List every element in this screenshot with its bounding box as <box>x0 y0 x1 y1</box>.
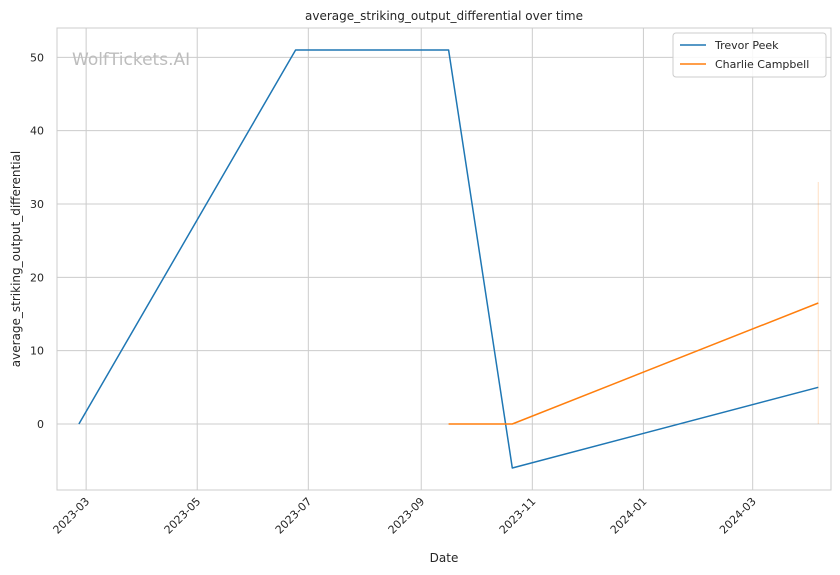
series-layer <box>78 49 819 469</box>
trevor-peek-line <box>78 49 819 469</box>
x-tick-label: 2023-03 <box>51 495 93 537</box>
charlie-campbell-line <box>448 302 819 425</box>
x-axis-title: Date <box>430 551 459 565</box>
x-tick-label: 2023-07 <box>273 495 315 537</box>
y-tick-label: 20 <box>30 271 44 284</box>
x-tick-label: 2024-01 <box>608 495 650 537</box>
y-tick-label: 50 <box>30 51 44 64</box>
y-tick-labels: 0 10 20 30 40 50 <box>30 51 44 431</box>
legend-label: Charlie Campbell <box>715 58 809 71</box>
plot-area <box>56 27 832 491</box>
x-tick-label: 2023-05 <box>162 495 204 537</box>
legend-label: Trevor Peek <box>714 39 779 52</box>
y-tick-label: 10 <box>30 345 44 358</box>
y-tick-label: 40 <box>30 125 44 138</box>
chart-title: average_striking_output_differential ove… <box>305 9 583 23</box>
watermark: WolfTickets.AI <box>72 50 190 70</box>
x-tick-labels: 2023-03 2023-05 2023-07 2023-09 2023-11 2024-… <box>51 495 759 537</box>
x-tick-label: 2024-03 <box>717 495 759 537</box>
x-tick-label: 2023-09 <box>386 495 428 537</box>
y-tick-label: 30 <box>30 198 44 211</box>
legend: Trevor Peek Charlie Campbell <box>672 32 827 78</box>
y-tick-label: 0 <box>37 418 44 431</box>
x-tick-label: 2023-11 <box>497 495 539 537</box>
y-axis-title: average_striking_output_differential <box>9 151 23 367</box>
legend-box <box>672 32 827 78</box>
